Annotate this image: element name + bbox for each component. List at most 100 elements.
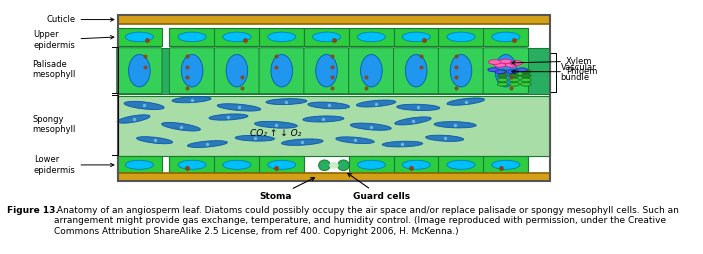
FancyBboxPatch shape <box>118 173 550 181</box>
Text: Upper
epidermis: Upper epidermis <box>34 30 114 50</box>
Ellipse shape <box>357 160 385 169</box>
Ellipse shape <box>395 117 431 125</box>
Circle shape <box>500 59 512 64</box>
Circle shape <box>520 70 531 73</box>
FancyBboxPatch shape <box>214 156 259 173</box>
FancyBboxPatch shape <box>259 48 304 94</box>
Circle shape <box>489 60 501 64</box>
Ellipse shape <box>382 141 423 147</box>
FancyBboxPatch shape <box>349 48 394 94</box>
FancyBboxPatch shape <box>214 28 259 46</box>
Text: Lower
epidermis: Lower epidermis <box>34 155 114 174</box>
Text: Figure 13.: Figure 13. <box>7 206 59 215</box>
Text: Guard cells: Guard cells <box>348 173 410 201</box>
Ellipse shape <box>162 122 200 131</box>
Ellipse shape <box>226 55 247 87</box>
FancyBboxPatch shape <box>118 47 550 94</box>
Ellipse shape <box>124 101 165 109</box>
Circle shape <box>497 78 508 82</box>
Ellipse shape <box>402 32 430 42</box>
Ellipse shape <box>254 121 297 128</box>
FancyBboxPatch shape <box>394 28 439 46</box>
Ellipse shape <box>396 104 440 110</box>
Circle shape <box>509 74 520 78</box>
Ellipse shape <box>125 32 153 42</box>
Ellipse shape <box>303 116 344 122</box>
Ellipse shape <box>117 115 150 123</box>
Text: Cuticle: Cuticle <box>46 15 114 24</box>
Text: Vascular
bundle: Vascular bundle <box>561 63 596 82</box>
FancyBboxPatch shape <box>483 28 529 46</box>
Circle shape <box>495 70 505 74</box>
Ellipse shape <box>447 98 484 105</box>
Ellipse shape <box>447 160 475 169</box>
Ellipse shape <box>178 32 206 42</box>
Ellipse shape <box>356 100 396 107</box>
Ellipse shape <box>495 55 517 87</box>
Ellipse shape <box>308 102 349 109</box>
FancyBboxPatch shape <box>169 28 215 46</box>
Ellipse shape <box>268 160 296 169</box>
Text: CO₂ ↑ ↓ O₂: CO₂ ↑ ↓ O₂ <box>250 129 302 138</box>
Ellipse shape <box>217 104 261 111</box>
Ellipse shape <box>350 123 392 130</box>
Ellipse shape <box>336 137 374 144</box>
Ellipse shape <box>271 55 292 87</box>
Ellipse shape <box>172 97 211 103</box>
Text: Spongy
mesophyll: Spongy mesophyll <box>32 115 76 134</box>
FancyBboxPatch shape <box>169 156 215 173</box>
Circle shape <box>509 78 520 82</box>
Ellipse shape <box>492 32 520 42</box>
Ellipse shape <box>181 55 203 87</box>
Ellipse shape <box>188 141 227 148</box>
FancyBboxPatch shape <box>394 48 439 94</box>
FancyBboxPatch shape <box>259 156 304 173</box>
Ellipse shape <box>313 32 340 42</box>
Circle shape <box>505 62 518 67</box>
Ellipse shape <box>447 32 475 42</box>
Ellipse shape <box>136 137 173 144</box>
Text: Anatomy of an angiosperm leaf. Diatoms could possibly occupy the air space and/o: Anatomy of an angiosperm leaf. Diatoms c… <box>54 206 679 235</box>
FancyBboxPatch shape <box>304 48 349 94</box>
FancyBboxPatch shape <box>439 48 484 94</box>
Ellipse shape <box>266 99 307 105</box>
Ellipse shape <box>492 160 520 169</box>
FancyBboxPatch shape <box>439 156 484 173</box>
FancyBboxPatch shape <box>349 28 394 46</box>
Ellipse shape <box>318 160 330 171</box>
FancyBboxPatch shape <box>483 48 529 94</box>
FancyBboxPatch shape <box>117 48 162 94</box>
Circle shape <box>497 74 508 78</box>
Ellipse shape <box>223 160 251 169</box>
Ellipse shape <box>235 135 275 141</box>
Ellipse shape <box>178 160 206 169</box>
FancyBboxPatch shape <box>117 156 162 173</box>
Circle shape <box>488 68 498 72</box>
Circle shape <box>520 74 531 78</box>
Ellipse shape <box>129 55 150 87</box>
Text: Stoma: Stoma <box>259 178 314 201</box>
Text: Palisade
mesophyll: Palisade mesophyll <box>32 60 76 80</box>
Circle shape <box>520 82 531 86</box>
Ellipse shape <box>357 32 385 42</box>
Text: Phloem: Phloem <box>512 67 598 76</box>
Ellipse shape <box>281 139 323 145</box>
Circle shape <box>509 70 520 73</box>
Ellipse shape <box>402 160 430 169</box>
FancyBboxPatch shape <box>439 28 484 46</box>
FancyBboxPatch shape <box>118 15 550 24</box>
Circle shape <box>497 82 508 86</box>
FancyBboxPatch shape <box>117 28 162 46</box>
FancyBboxPatch shape <box>214 48 259 94</box>
Circle shape <box>510 61 523 65</box>
Ellipse shape <box>268 32 296 42</box>
Circle shape <box>509 82 520 86</box>
Ellipse shape <box>316 55 337 87</box>
Ellipse shape <box>450 55 472 87</box>
FancyBboxPatch shape <box>118 96 550 156</box>
Ellipse shape <box>223 32 251 42</box>
FancyBboxPatch shape <box>169 48 215 94</box>
Ellipse shape <box>425 135 464 141</box>
FancyBboxPatch shape <box>394 156 439 173</box>
FancyBboxPatch shape <box>304 28 349 46</box>
